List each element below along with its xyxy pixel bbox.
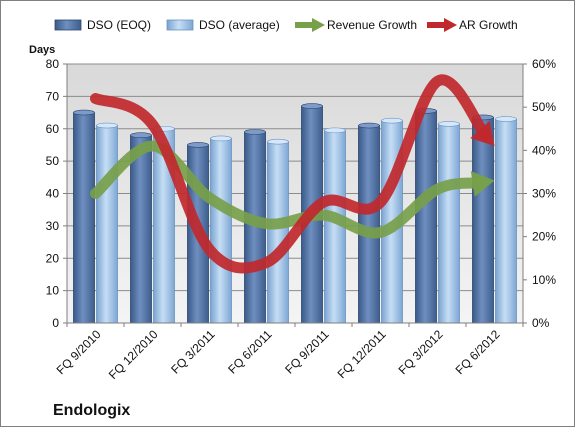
bar	[472, 114, 494, 324]
line-stroke	[90, 74, 491, 274]
y2-tick-label: 60%	[532, 57, 556, 71]
bar	[153, 125, 175, 324]
legend-item: Revenue Growth	[295, 18, 417, 32]
legend-item: DSO (EOQ)	[54, 18, 151, 32]
x-tick-label: FQ 6/2011	[225, 327, 275, 377]
line-stroke	[90, 140, 487, 239]
x-tick-label: FQ 3/2011	[168, 327, 218, 377]
legend: DSO (EOQ) DSO (average) Revenue Growth AR G…	[54, 18, 518, 32]
bar-cap	[381, 117, 403, 124]
bar-cap	[187, 142, 209, 148]
bar-body	[438, 123, 460, 324]
bar	[358, 122, 380, 324]
bar-cap	[358, 122, 380, 129]
bar-body	[130, 134, 152, 324]
y-tick-label: 60	[46, 122, 60, 136]
y-tick-label: 0	[52, 316, 59, 330]
bar-cap	[73, 109, 95, 116]
bar	[73, 109, 95, 324]
bar-body	[495, 118, 517, 324]
series-line	[90, 74, 495, 274]
y-tick-label: 30	[46, 219, 60, 233]
bar-cap	[244, 129, 266, 135]
y-tick-label: 50	[46, 154, 60, 168]
bar	[210, 135, 232, 324]
y-tick-label: 20	[46, 251, 60, 265]
bar-cap	[96, 122, 118, 129]
x-tick-label: FQ 9/2010	[54, 327, 104, 377]
y-tick-label: 70	[46, 89, 60, 103]
line-arrowhead	[470, 120, 495, 147]
bar	[495, 116, 517, 324]
bar-body	[210, 138, 232, 324]
company-name: Endologix	[53, 402, 130, 419]
legend-label: Revenue Growth	[327, 18, 417, 32]
bar	[438, 121, 460, 324]
bar-cap	[495, 116, 517, 122]
x-tick-label: FQ 12/2011	[335, 327, 389, 381]
line-arrowhead	[470, 170, 495, 197]
x-tick-label: FQ 9/2011	[282, 327, 332, 377]
bar-cap	[130, 132, 152, 139]
bar-cap	[267, 138, 289, 145]
x-tick-label: FQ 3/2012	[396, 327, 446, 377]
bar-body	[96, 125, 118, 324]
y2-tick-label: 40%	[532, 143, 556, 157]
legend-swatch-bar	[54, 19, 82, 31]
y-tick-label: 40	[46, 187, 60, 201]
y2-tick-label: 50%	[532, 100, 556, 114]
series-line	[90, 140, 495, 239]
legend-swatch-bar	[166, 19, 194, 31]
bar	[244, 129, 266, 324]
bar-cap	[210, 135, 232, 142]
legend-swatch-arrow	[444, 18, 457, 32]
bar-body	[267, 141, 289, 324]
legend-label: AR Growth	[459, 18, 518, 32]
bar-body	[73, 112, 95, 324]
legend-swatch-arrow	[312, 18, 325, 32]
bar	[96, 122, 118, 324]
bar	[130, 132, 152, 324]
y2-tick-label: 10%	[532, 273, 556, 287]
bar-cap	[301, 103, 323, 109]
bar-body	[472, 117, 494, 324]
legend-item: DSO (average)	[166, 18, 280, 32]
y-tick-label: 80	[46, 57, 60, 71]
y-tick-label: 10	[46, 284, 60, 298]
y2-tick-label: 0%	[532, 316, 550, 330]
bar-layer	[73, 103, 517, 324]
legend-item: AR Growth	[427, 18, 518, 32]
bar-cap	[324, 127, 346, 134]
y2-tick-label: 30%	[532, 187, 556, 201]
x-tick-label: FQ 6/2012	[453, 327, 503, 377]
line-layer	[90, 74, 495, 274]
bar	[267, 138, 289, 324]
x-tick-label: FQ 12/2010	[106, 327, 161, 382]
bar-body	[415, 110, 437, 324]
legend-label: DSO (EOQ)	[87, 18, 151, 32]
y2-tick-label: 20%	[532, 230, 556, 244]
legend-label: DSO (average)	[199, 18, 280, 32]
y-axis-title: Days	[29, 44, 55, 56]
bar	[415, 108, 437, 324]
bar-cap	[438, 121, 460, 127]
